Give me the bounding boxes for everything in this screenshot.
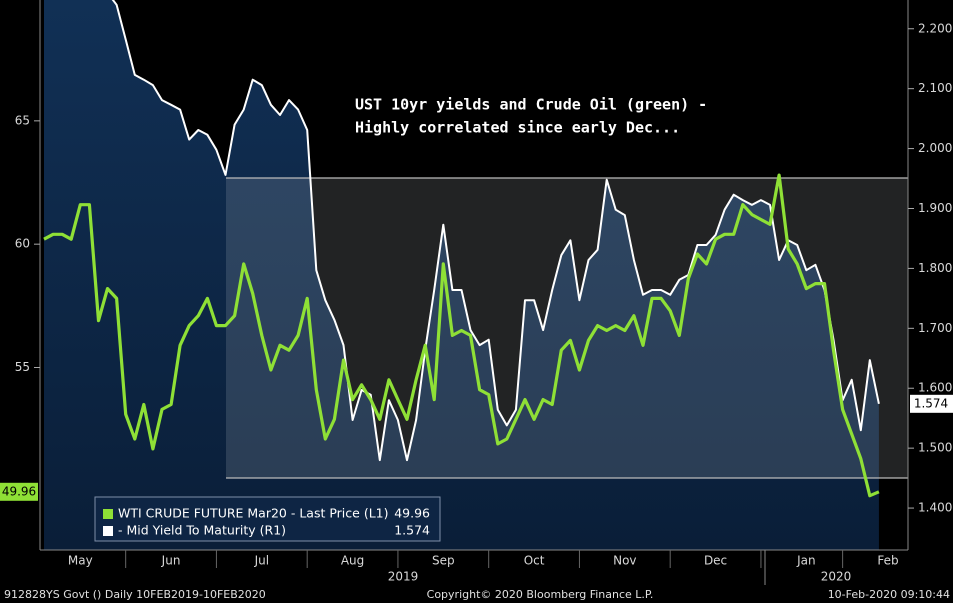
legend-swatch <box>103 509 113 519</box>
y2-tick-label: 1.600 <box>918 381 952 395</box>
footer-right: 10-Feb-2020 09:10:44 <box>828 588 950 601</box>
legend-value: 49.96 <box>394 506 430 521</box>
y2-tick-label: 1.400 <box>918 501 952 515</box>
last-value-box <box>0 482 38 501</box>
legend-swatch <box>103 526 113 536</box>
yield-area <box>44 0 879 550</box>
channel <box>226 178 908 478</box>
year-label: 2020 <box>821 570 852 584</box>
footer-left: 912828YS Govt () Daily 10FEB2019-10FEB20… <box>4 588 266 601</box>
y2-tick-label: 1.500 <box>918 441 952 455</box>
last-value-box <box>910 394 953 413</box>
x-tick-label: Sep <box>432 554 455 568</box>
year-label: 2019 <box>388 570 419 584</box>
footer-center: Copyright© 2020 Bloomberg Finance L.P. <box>427 588 654 601</box>
y2-tick-label: 1.800 <box>918 261 952 275</box>
x-tick-label: Dec <box>704 554 727 568</box>
x-tick-label: May <box>68 554 93 568</box>
legend <box>94 496 441 542</box>
y2-tick-label: 2.200 <box>918 21 952 35</box>
y2-tick-label: 2.100 <box>918 81 952 95</box>
x-tick-label: Jun <box>161 554 181 568</box>
legend-label: WTI CRUDE FUTURE Mar20 - Last Price (L1) <box>118 506 389 521</box>
plot <box>43 0 908 550</box>
x-tick-label: Aug <box>341 554 364 568</box>
annotation: UST 10yr yields and Crude Oil (green) - <box>355 96 707 114</box>
series-line <box>111 0 880 462</box>
x-tick-label: Oct <box>524 554 545 568</box>
y-tick-label: 55 <box>15 360 30 374</box>
annotation: Highly correlated since early Dec... <box>355 119 680 137</box>
x-tick-label: Jul <box>254 554 269 568</box>
x-tick-label: Feb <box>877 554 898 568</box>
series-line <box>43 173 880 498</box>
last-value: 1.574 <box>914 396 948 410</box>
y-tick-label: 60 <box>15 237 30 251</box>
y2-tick-label: 1.900 <box>918 201 952 215</box>
x-tick-label: Jan <box>796 554 816 568</box>
y2-tick-label: 2.000 <box>918 141 952 155</box>
y2-tick-label: 1.700 <box>918 321 952 335</box>
legend-label: - Mid Yield To Maturity (R1) <box>118 523 286 538</box>
y-tick-label: 65 <box>15 113 30 127</box>
last-value: 49.96 <box>2 484 36 498</box>
x-tick-label: Nov <box>613 554 636 568</box>
legend-value: 1.574 <box>394 523 430 538</box>
